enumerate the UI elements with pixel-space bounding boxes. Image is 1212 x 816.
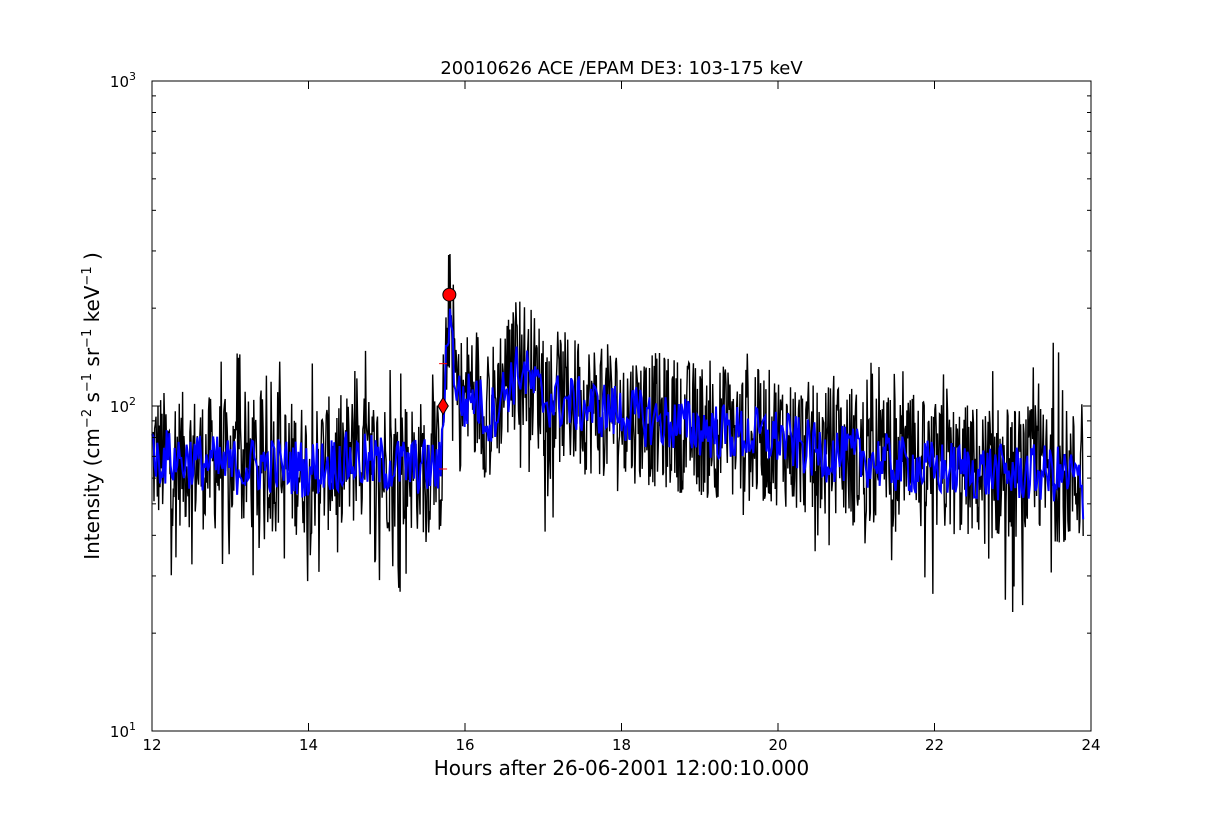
y-label-suffix: ) — [80, 252, 104, 266]
y-label-exp2: −1 — [80, 373, 95, 392]
y-tick-label: 101 — [110, 720, 136, 741]
y-label-exp4: −1 — [80, 266, 95, 285]
y-label-sr: sr — [80, 347, 104, 373]
y-axis-label-text: Intensity (cm−2 s−1 sr−1 keV−1 ) — [80, 252, 104, 560]
series-layer — [151, 254, 1085, 613]
y-axis-label: Intensity (cm−2 s−1 sr−1 keV−1 ) — [80, 252, 104, 560]
y-tick-label: 102 — [110, 395, 136, 416]
y-label-s: s — [80, 392, 104, 409]
y-tick-label: 103 — [110, 70, 136, 91]
y-label-exp3: −1 — [80, 329, 95, 348]
x-tick-label: 20 — [768, 736, 787, 754]
x-tick-label: 14 — [299, 736, 318, 754]
onset-diamond-marker — [437, 396, 449, 416]
x-tick-label: 22 — [925, 736, 944, 754]
x-axis-label: Hours after 26-06-2001 12:00:10.000 — [434, 756, 810, 780]
x-tick-label: 24 — [1081, 736, 1100, 754]
series-smoothed-line — [151, 308, 1085, 520]
peak-circle-marker — [442, 287, 457, 302]
chart-title: 20010626 ACE /EPAM DE3: 103-175 keV — [440, 58, 803, 79]
x-tick-label: 16 — [455, 736, 474, 754]
y-label-prefix: Intensity (cm — [80, 428, 104, 560]
marker-layer — [437, 287, 457, 470]
y-label-kev: keV — [80, 285, 104, 329]
tick-layer: 12 14 16 18 20 22 24 101 102 103 — [110, 70, 1101, 754]
y-label-exp1: −2 — [80, 409, 95, 428]
x-tick-label: 12 — [142, 736, 161, 754]
x-tick-label: 18 — [612, 736, 631, 754]
